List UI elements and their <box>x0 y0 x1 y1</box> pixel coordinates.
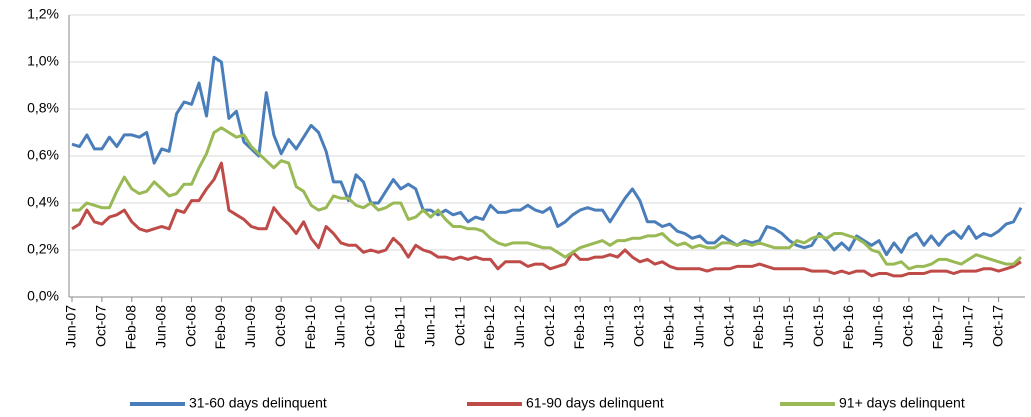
series-line <box>71 161 1022 278</box>
x-tick-label: Oct-16 <box>900 305 916 347</box>
x-tick-label: Feb-16 <box>840 305 856 350</box>
x-tick-label: Feb-15 <box>750 305 766 350</box>
x-tick-label: Jun-14 <box>690 305 706 348</box>
x-tick-label: Oct-10 <box>362 305 378 347</box>
x-tick-label: Oct-13 <box>631 305 647 347</box>
x-tick-label: Oct-11 <box>451 305 467 346</box>
legend-label: 31-60 days delinquent <box>189 395 327 411</box>
x-tick-label: Jun-07 <box>63 305 79 348</box>
x-tick-label: Jun-17 <box>959 305 975 348</box>
y-tick-label: 0,0% <box>27 288 59 304</box>
x-tick-label: Jun-16 <box>870 305 886 348</box>
series-line <box>72 126 1023 271</box>
x-tick-label: Oct-08 <box>182 305 198 347</box>
y-tick-label: 0,4% <box>27 194 59 210</box>
x-tick-label: Oct-17 <box>989 305 1005 347</box>
x-tick-label: Feb-11 <box>391 305 407 349</box>
legend-label: 91+ days delinquent <box>839 395 965 411</box>
x-tick-label: Feb-13 <box>571 305 587 350</box>
x-tick-label: Jun-12 <box>511 305 527 348</box>
x-tick-label: Jun-11 <box>421 305 437 347</box>
x-tick-label: Feb-14 <box>660 305 676 350</box>
x-tick-label: Jun-15 <box>780 305 796 348</box>
y-tick-label: 1,0% <box>27 53 59 69</box>
x-tick-label: Feb-10 <box>302 305 318 350</box>
y-tick-label: 0,6% <box>27 147 59 163</box>
x-tick-label: Oct-07 <box>93 305 109 347</box>
y-tick-label: 0,2% <box>27 241 59 257</box>
legend-label: 61-90 days delinquent <box>526 395 664 411</box>
x-tick-label: Jun-10 <box>332 305 348 348</box>
x-tick-label: Oct-12 <box>541 305 557 347</box>
y-tick-label: 1,2% <box>27 6 59 22</box>
x-tick-label: Feb-12 <box>481 305 497 350</box>
x-tick-label: Feb-17 <box>930 305 946 350</box>
y-tick-label: 0,8% <box>27 100 59 116</box>
x-tick-label: Oct-14 <box>720 305 736 347</box>
x-tick-label: Jun-08 <box>152 305 168 348</box>
x-tick-label: Feb-08 <box>122 305 138 350</box>
x-tick-label: Oct-09 <box>272 305 288 347</box>
x-tick-label: Oct-15 <box>810 305 826 347</box>
series-line <box>71 55 1023 257</box>
x-tick-label: Jun-09 <box>242 305 258 348</box>
x-tick-label: Jun-13 <box>601 305 617 348</box>
x-tick-label: Feb-09 <box>212 305 228 350</box>
